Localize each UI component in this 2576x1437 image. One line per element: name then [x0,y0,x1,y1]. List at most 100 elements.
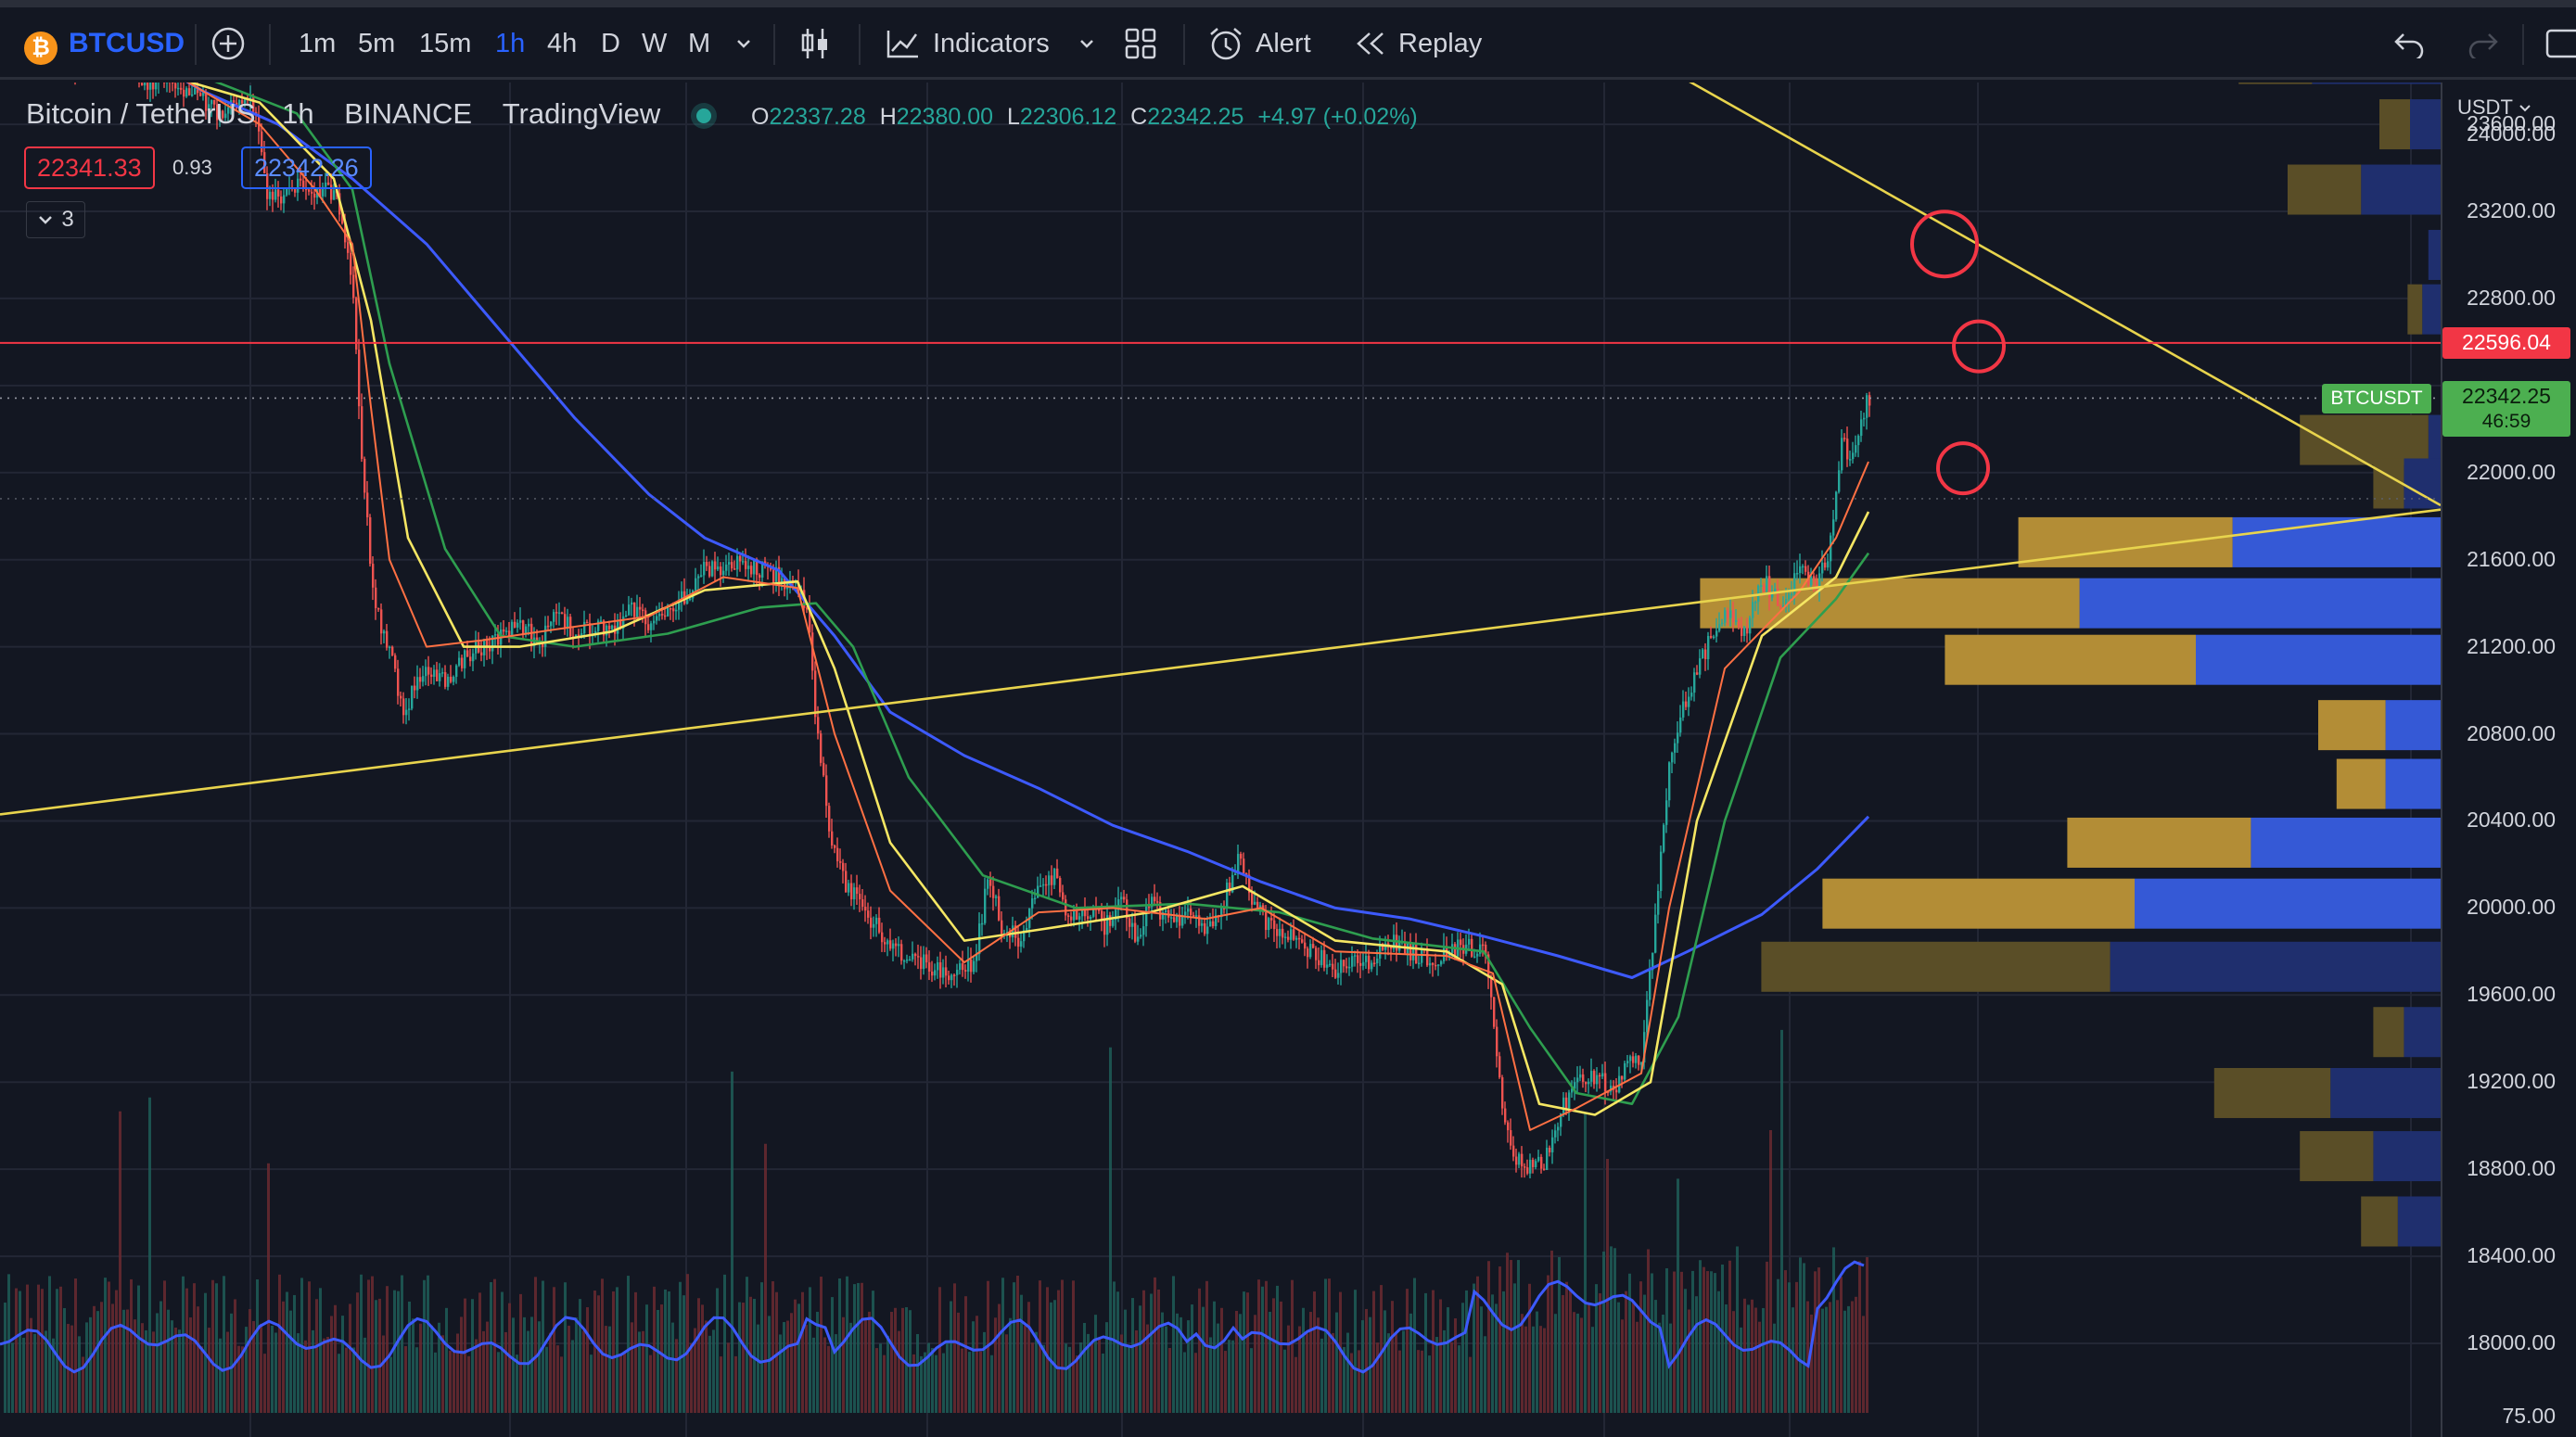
candle-body [998,896,1001,921]
volume-bars [4,1029,1868,1413]
candle-body [1073,910,1076,921]
interval-4h[interactable]: 4h [547,28,578,58]
candle-body [377,607,380,610]
collapse-indicators-button[interactable]: 3 [26,201,85,238]
candle-body [1290,929,1293,940]
candle-body [875,917,878,924]
candle-body [1429,962,1432,966]
interval-d[interactable]: D [601,28,620,58]
volume-bar [627,1276,630,1413]
volume-bar [690,1343,693,1413]
volume-bar [438,1322,440,1413]
interval-1h-active[interactable]: 1h [495,28,526,58]
volume-bar [1146,1324,1149,1413]
candle-body [402,698,405,716]
candle-body [177,87,180,90]
indicators-button[interactable]: Indicators [885,7,1050,80]
candle-body [814,670,817,718]
candle-body [427,667,430,675]
alert-button[interactable]: Alert [1207,7,1311,80]
toolbar-divider [1183,24,1185,65]
candle-body [642,609,644,612]
volume-bar [1714,1273,1716,1413]
candle-body [1092,908,1095,917]
interval-w[interactable]: W [642,28,668,58]
candle-body [656,616,658,621]
volume-bar [827,1345,830,1413]
volume-bar [790,1313,793,1413]
candle-body [1076,910,1078,920]
volume-bar [1265,1280,1268,1413]
candle-body [1117,899,1120,910]
interval-5m[interactable]: 5m [358,28,396,58]
candle-body [1704,649,1707,660]
price-chart[interactable] [0,83,2441,1437]
volume-bar [278,1274,281,1413]
volume-bar [1543,1328,1546,1413]
candle-body [213,99,216,105]
candle-body [625,615,628,617]
redo-icon[interactable] [2467,7,2500,80]
chevron-down-icon[interactable] [733,7,755,80]
volume-profile-up-bar [2213,1067,2331,1118]
candles-icon[interactable] [799,7,831,80]
candle-body [389,646,391,649]
fullscreen-icon[interactable] [2544,7,2576,80]
candle-body [675,609,678,612]
candle-body [1435,964,1437,967]
candle-body [1479,944,1482,954]
grid-icon[interactable] [1124,7,1157,80]
volume-profile-up-bar [2300,414,2429,465]
plus-circle-icon[interactable] [210,7,247,80]
annotation-circles[interactable] [1910,210,2006,496]
currency-selector[interactable]: USDT [2457,95,2531,120]
volume-bar [393,1290,396,1413]
candle-body [831,831,834,846]
candle-body [199,93,202,96]
volume-bar [712,1329,715,1413]
volume-profile [1700,83,2441,1247]
candle-body [1818,573,1821,589]
candle-body [1741,627,1743,636]
candle-body [1031,897,1034,909]
volume-bar [912,1354,915,1413]
interval-m[interactable]: M [688,28,711,58]
chevron-down-icon[interactable] [1076,7,1098,80]
undo-icon[interactable] [2392,7,2426,80]
volume-bar [608,1326,611,1413]
volume-bar [1057,1290,1060,1413]
volume-bar [1302,1307,1305,1413]
replay-button[interactable]: Replay [1354,7,1482,80]
candle-body [631,602,633,605]
interval-15m[interactable]: 15m [419,28,472,58]
candle-body [597,620,600,631]
volume-bar [797,1303,800,1413]
volume-bar [427,1275,429,1413]
candle-body [1557,1126,1560,1131]
drawing-lines[interactable] [0,83,2441,816]
buy-price-button[interactable]: 22342.26 [241,146,372,189]
candle-body [817,717,820,734]
candle-body [1824,562,1827,568]
candle-body [530,623,533,646]
candle-body [514,621,516,628]
sell-price-button[interactable]: 22341.33 [24,146,155,189]
price-axis[interactable]: USDT 24000.00 23600.00 23200.00 22800.00 220… [2441,83,2576,1437]
candle-body [308,189,311,192]
volume-bar [1350,1353,1353,1413]
candle-body [1621,1075,1624,1080]
candle-body [263,152,266,173]
interval-1m[interactable]: 1m [299,28,337,58]
volume-bar [623,1351,626,1413]
candle-body [917,956,920,958]
volume-bar [968,1352,971,1413]
symbol-search-button[interactable]: BTCUSD [69,28,185,58]
candle-body [1735,619,1738,622]
candle-body [739,555,742,562]
volume-bar [597,1295,600,1413]
candle-body [450,676,453,682]
candle-body [1860,419,1863,437]
bitcoin-logo-icon[interactable]: ₿ [24,32,57,65]
candle-body [564,614,567,629]
candle-body [959,963,962,971]
